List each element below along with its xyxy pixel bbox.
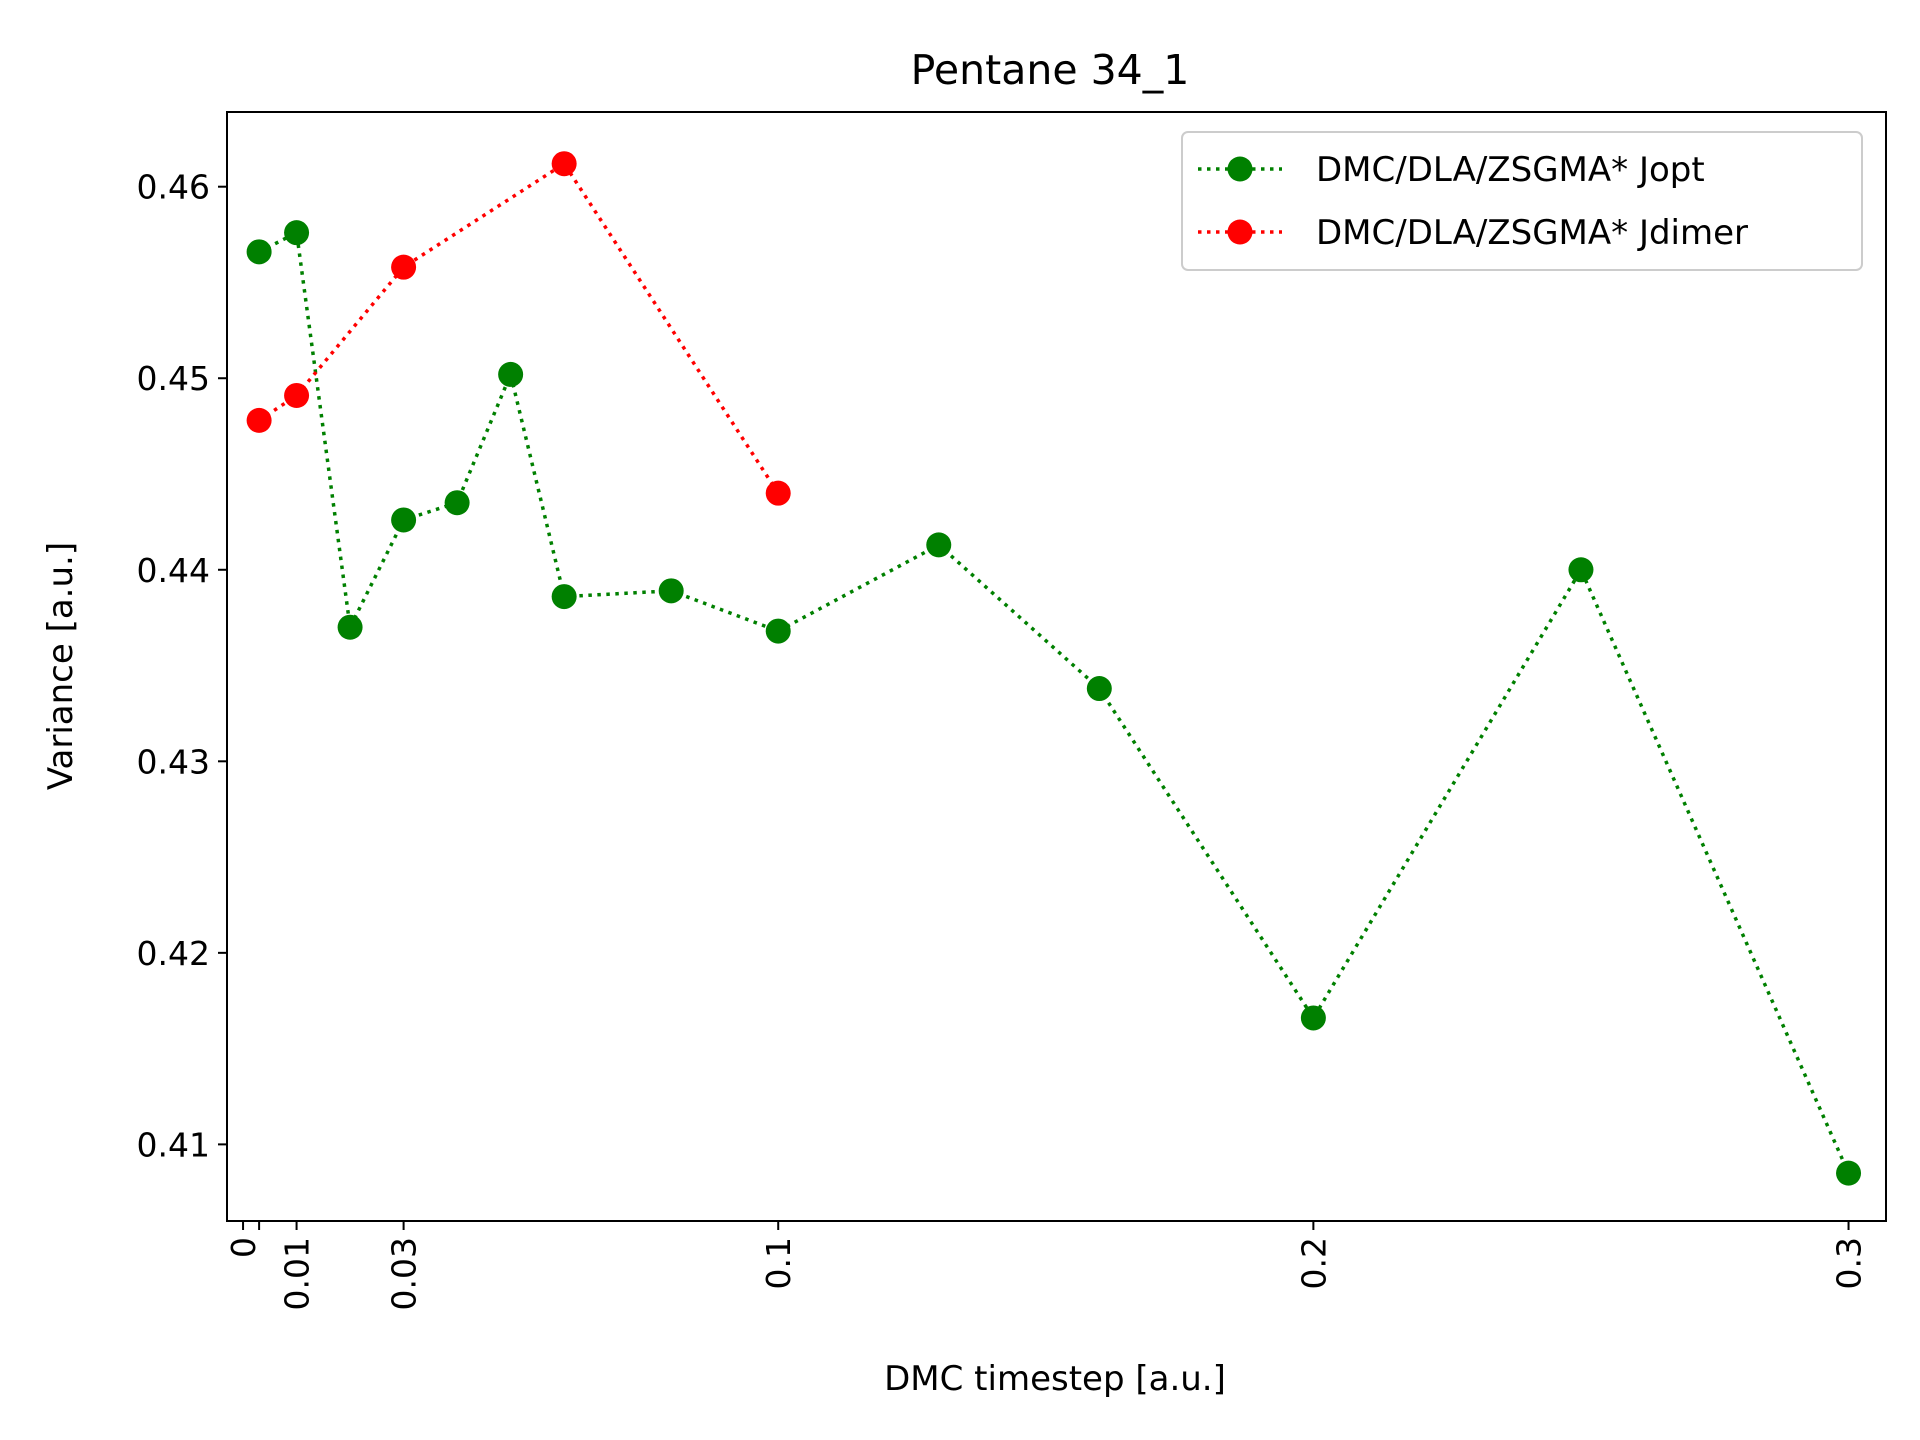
legend-entry: DMC/DLA/ZSGMA* Jopt (1198, 150, 1705, 190)
data-point (926, 532, 952, 558)
plot-area: 0.41 0.42 0.43 0.44 0.45 0.46 0 0.01 0.03 0.1 0.2 0… (137, 111, 1887, 1310)
axes-frame (226, 111, 1887, 1222)
x-tick-label: 0.3 (1830, 1237, 1869, 1289)
y-tick-label: 0.44 (137, 551, 210, 590)
data-point (391, 254, 417, 280)
series-line (258, 230, 1851, 1174)
y-tick-label: 0.46 (137, 168, 210, 207)
y-tick-label: 0.41 (137, 1125, 210, 1164)
data-point (551, 584, 577, 610)
series-1 (246, 220, 1862, 1186)
data-point (1568, 557, 1594, 583)
data-point (1836, 1160, 1862, 1186)
data-point (246, 239, 272, 265)
series-2 (246, 151, 791, 506)
x-tick-label: 0.01 (278, 1237, 317, 1310)
data-point (284, 382, 310, 408)
legend-marker (1227, 156, 1253, 182)
y-tick-label: 0.45 (137, 359, 210, 398)
data-point (391, 507, 417, 533)
legend-label: DMC/DLA/ZSGMA* Jdimer (1316, 213, 1748, 253)
y-tick-label: 0.42 (137, 934, 210, 973)
data-point (1086, 676, 1112, 702)
legend-box (1181, 131, 1863, 271)
y-axis-label: Variance [a.u.] (41, 542, 81, 790)
data-point (765, 618, 791, 644)
x-tick-label: 0.03 (385, 1237, 424, 1310)
data-point (246, 407, 272, 433)
data-point (284, 220, 310, 246)
data-point (551, 151, 577, 177)
legend-marker (1227, 219, 1253, 245)
x-axis-label: DMC timestep [a.u.] (884, 1359, 1226, 1399)
data-point (765, 480, 791, 506)
chart-title: Pentane 34_1 (911, 46, 1190, 94)
data-point (444, 490, 470, 516)
y-tick-label: 0.43 (137, 742, 210, 781)
series-line (258, 161, 780, 495)
data-point (658, 578, 684, 604)
data-point (498, 361, 524, 387)
data-point (337, 614, 363, 640)
data-point (1300, 1005, 1326, 1031)
x-tick-label: 0 (224, 1237, 263, 1258)
legend: DMC/DLA/ZSGMA* Jopt DMC/DLA/ZSGMA* Jdimer (1181, 131, 1863, 271)
legend-entry: DMC/DLA/ZSGMA* Jdimer (1198, 213, 1748, 253)
legend-label: DMC/DLA/ZSGMA* Jopt (1316, 150, 1705, 190)
x-tick-label: 0.2 (1294, 1237, 1333, 1289)
x-tick-label: 0.1 (759, 1237, 798, 1289)
